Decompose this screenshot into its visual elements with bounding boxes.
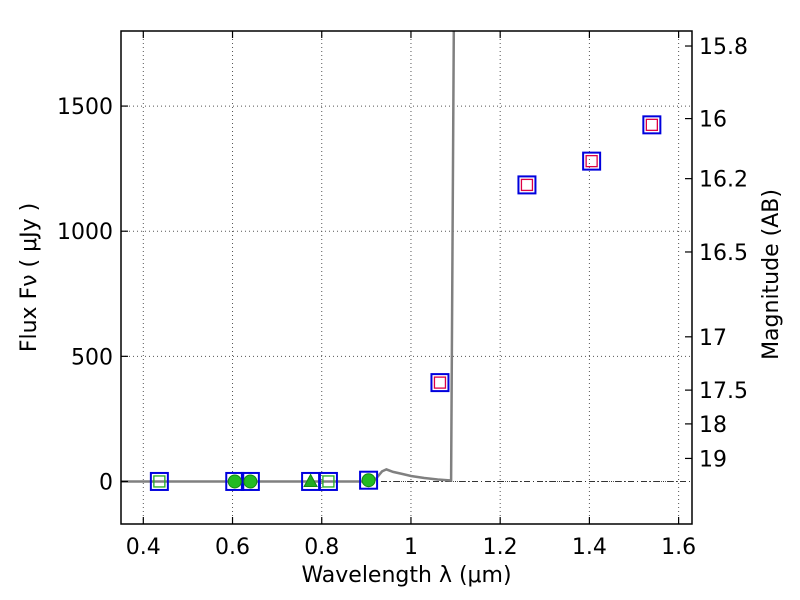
observed-squares-marker (359, 470, 379, 490)
y-tick-label: 500 (71, 345, 113, 370)
observed-squares-marker (517, 175, 537, 195)
model-squares-marker (585, 154, 598, 168)
right-tick-label: 15.8 (699, 35, 748, 60)
right-tick-label: 16 (699, 108, 727, 133)
observed-squares-marker (582, 151, 602, 171)
observed-squares-marker (149, 471, 169, 491)
right-tick-label: 17 (699, 326, 727, 351)
observed-squares-marker (430, 373, 450, 393)
observed-squares-marker (240, 471, 260, 491)
detections-marker (227, 474, 242, 489)
y-axis-label-left: Flux Fν ( μJy ) (17, 203, 42, 352)
model-squares-marker (520, 178, 534, 192)
right-tick-label: 19 (699, 447, 727, 472)
model-squares-optical-marker (153, 475, 166, 488)
x-tick-label: 1.6 (661, 535, 696, 560)
curve-layer (121, 31, 456, 483)
right-tick-label: 18 (699, 413, 727, 438)
y-tick-label: 1500 (57, 95, 113, 120)
x-tick-label: 1.4 (572, 535, 607, 560)
triangle-detection-marker (303, 473, 318, 487)
y-axis-label-right: Magnitude (AB) (759, 189, 784, 360)
y-tick-label: 0 (99, 470, 113, 495)
model-curve-line (121, 31, 456, 483)
right-tick-label: 16.2 (699, 168, 748, 193)
x-tick-label: 0.8 (304, 535, 339, 560)
model-squares-optical-marker (322, 475, 335, 488)
x-axis-label: Wavelength λ (μm) (301, 563, 511, 588)
x-tick-label: 0.4 (126, 535, 161, 560)
x-tick-label: 1 (404, 535, 418, 560)
x-tick-label: 0.6 (215, 535, 250, 560)
model-squares-marker (433, 376, 447, 389)
marker-layer (149, 115, 662, 491)
y-tick-label: 1000 (57, 220, 113, 245)
observed-squares-marker (225, 471, 245, 491)
observed-squares-marker (642, 115, 662, 135)
tick-layer: 0.4 0.6 0.8 1 1.2 1.4 1.6 0 500 1000 1500 15.8 16 16.… (57, 31, 748, 560)
right-tick-label: 17.5 (699, 379, 748, 404)
grid (121, 31, 692, 524)
model-squares-marker (645, 118, 659, 131)
x-tick-label: 1.2 (483, 535, 518, 560)
plot-frame (120, 30, 693, 525)
right-tick-label: 16.5 (699, 241, 748, 266)
detections-marker (243, 474, 258, 489)
observed-squares-marker (318, 471, 338, 491)
detections-marker (361, 473, 376, 488)
